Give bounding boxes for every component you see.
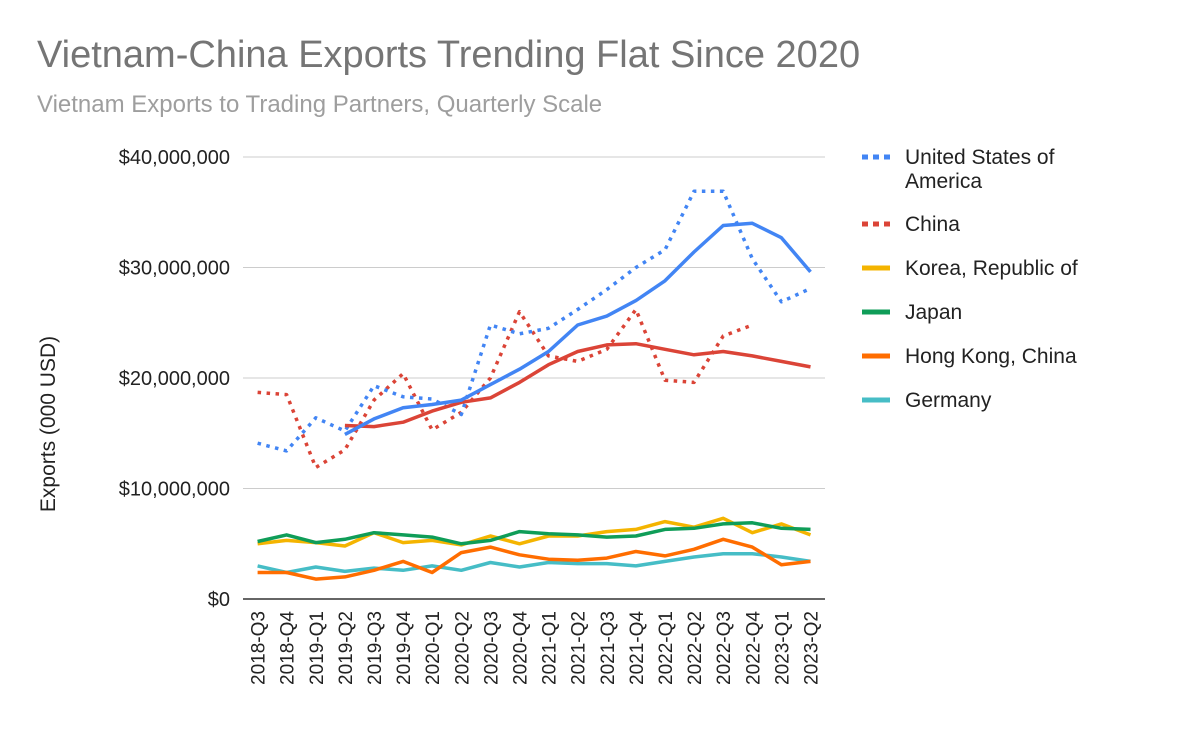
legend-item: Germany [862, 389, 992, 412]
legend-label: Japan [905, 301, 962, 324]
legend-label: Hong Kong, China [905, 345, 1077, 368]
series-line-united-states-of-america-dotted [257, 189, 812, 453]
y-tick-label: $40,000,000 [119, 147, 230, 169]
legend-item: United States of America [862, 146, 1055, 193]
y-tick-label: $30,000,000 [119, 258, 230, 280]
x-tick-label: 2020-Q2 [452, 611, 473, 685]
x-tick-label: 2021-Q2 [569, 611, 590, 685]
x-tick-label: 2022-Q3 [714, 611, 735, 685]
x-tick-label: 2021-Q4 [627, 611, 648, 685]
x-tick-label: 2023-Q1 [772, 611, 793, 685]
x-axis-ticks: 2018-Q3 2018-Q4 2019-Q1 2019-Q2 2019-Q3 2019-… [249, 611, 823, 685]
x-tick-label: 2023-Q2 [801, 611, 822, 685]
legend-item: China [862, 213, 960, 236]
series-line-hong-kong-china [257, 537, 811, 581]
chart-subtitle: Vietnam Exports to Trading Partners, Qua… [37, 91, 603, 118]
legend-label: Korea, Republic of [905, 257, 1078, 280]
y-axis-ticks: $0 $10,000,000 $20,000,000 $30,000,000 $40,0… [119, 147, 230, 611]
series-line-series-3 [344, 341, 811, 429]
x-tick-label: 2021-Q3 [598, 611, 619, 685]
x-tick-label: 2019-Q4 [394, 611, 415, 685]
chart-title: Vietnam-China Exports Trending Flat Sinc… [37, 34, 861, 76]
x-tick-label: 2020-Q4 [510, 611, 531, 685]
gridlines [243, 156, 825, 600]
series-line-japan [257, 521, 811, 546]
legend-label: United States of America [905, 146, 1055, 193]
series-line-germany [257, 551, 811, 575]
x-tick-label: 2021-Q1 [540, 611, 561, 685]
legend-item: Korea, Republic of [862, 257, 1078, 280]
y-tick-label: $20,000,000 [119, 368, 230, 390]
legend: United States of America China Korea, Repub… [862, 146, 1078, 412]
x-tick-label: 2018-Q4 [278, 611, 299, 685]
x-tick-label: 2020-Q1 [423, 611, 444, 685]
x-tick-label: 2022-Q2 [685, 611, 706, 685]
x-tick-label: 2019-Q3 [365, 611, 386, 685]
legend-item: Hong Kong, China [862, 345, 1077, 368]
x-tick-label: 2022-Q1 [656, 611, 677, 685]
legend-item: Japan [862, 301, 962, 324]
x-tick-label: 2022-Q4 [743, 611, 764, 685]
legend-label: Germany [905, 389, 992, 412]
series-line-korea-republic-of [257, 516, 812, 548]
x-tick-label: 2018-Q3 [249, 611, 270, 685]
y-axis-label: Exports (000 USD) [37, 336, 60, 512]
x-tick-label: 2020-Q3 [481, 611, 502, 685]
x-tick-label: 2019-Q2 [336, 611, 357, 685]
x-tick-label: 2019-Q1 [307, 611, 328, 685]
series-lines [257, 189, 812, 581]
y-tick-label: $0 [208, 589, 230, 611]
series-line-china-dotted [257, 307, 753, 470]
legend-label: China [905, 213, 960, 236]
series-line-series-2 [344, 221, 812, 436]
y-tick-label: $10,000,000 [119, 479, 230, 501]
